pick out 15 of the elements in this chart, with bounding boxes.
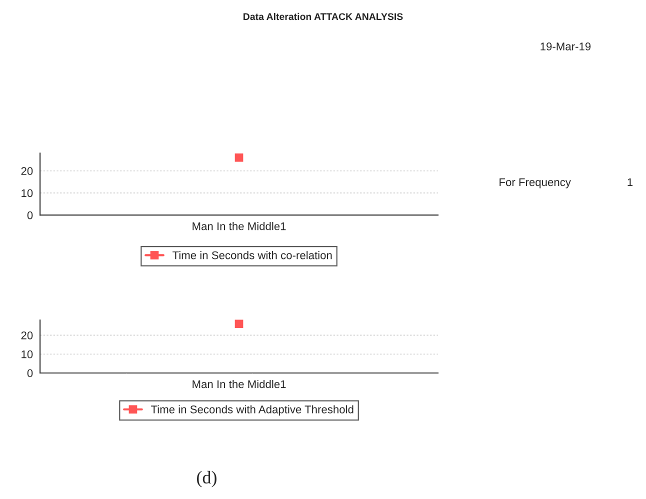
x-tick-label: Man In the Middle1	[192, 222, 286, 230]
text: (d)	[196, 470, 216, 488]
x-tick-label: Man In the Middle1	[192, 380, 286, 388]
text: For Frequency	[500, 178, 571, 188]
y-tick-label: 0	[27, 211, 33, 220]
legend-label: Time in Seconds with Adaptive Threshold	[151, 405, 354, 416]
y-tick-label: 10	[22, 189, 33, 198]
text: 1	[628, 178, 633, 186]
legend-label: Time in Seconds with co-relation	[172, 251, 332, 260]
y-tick-label: 10	[22, 350, 33, 358]
y-tick-label: 20	[21, 167, 33, 176]
y-tick-label: 20	[21, 331, 33, 340]
chart-title: Data Alteration ATTACK ANALYSIS	[244, 12, 403, 20]
text: 19-Mar-19	[540, 42, 591, 50]
y-tick-label: 0	[27, 369, 33, 378]
